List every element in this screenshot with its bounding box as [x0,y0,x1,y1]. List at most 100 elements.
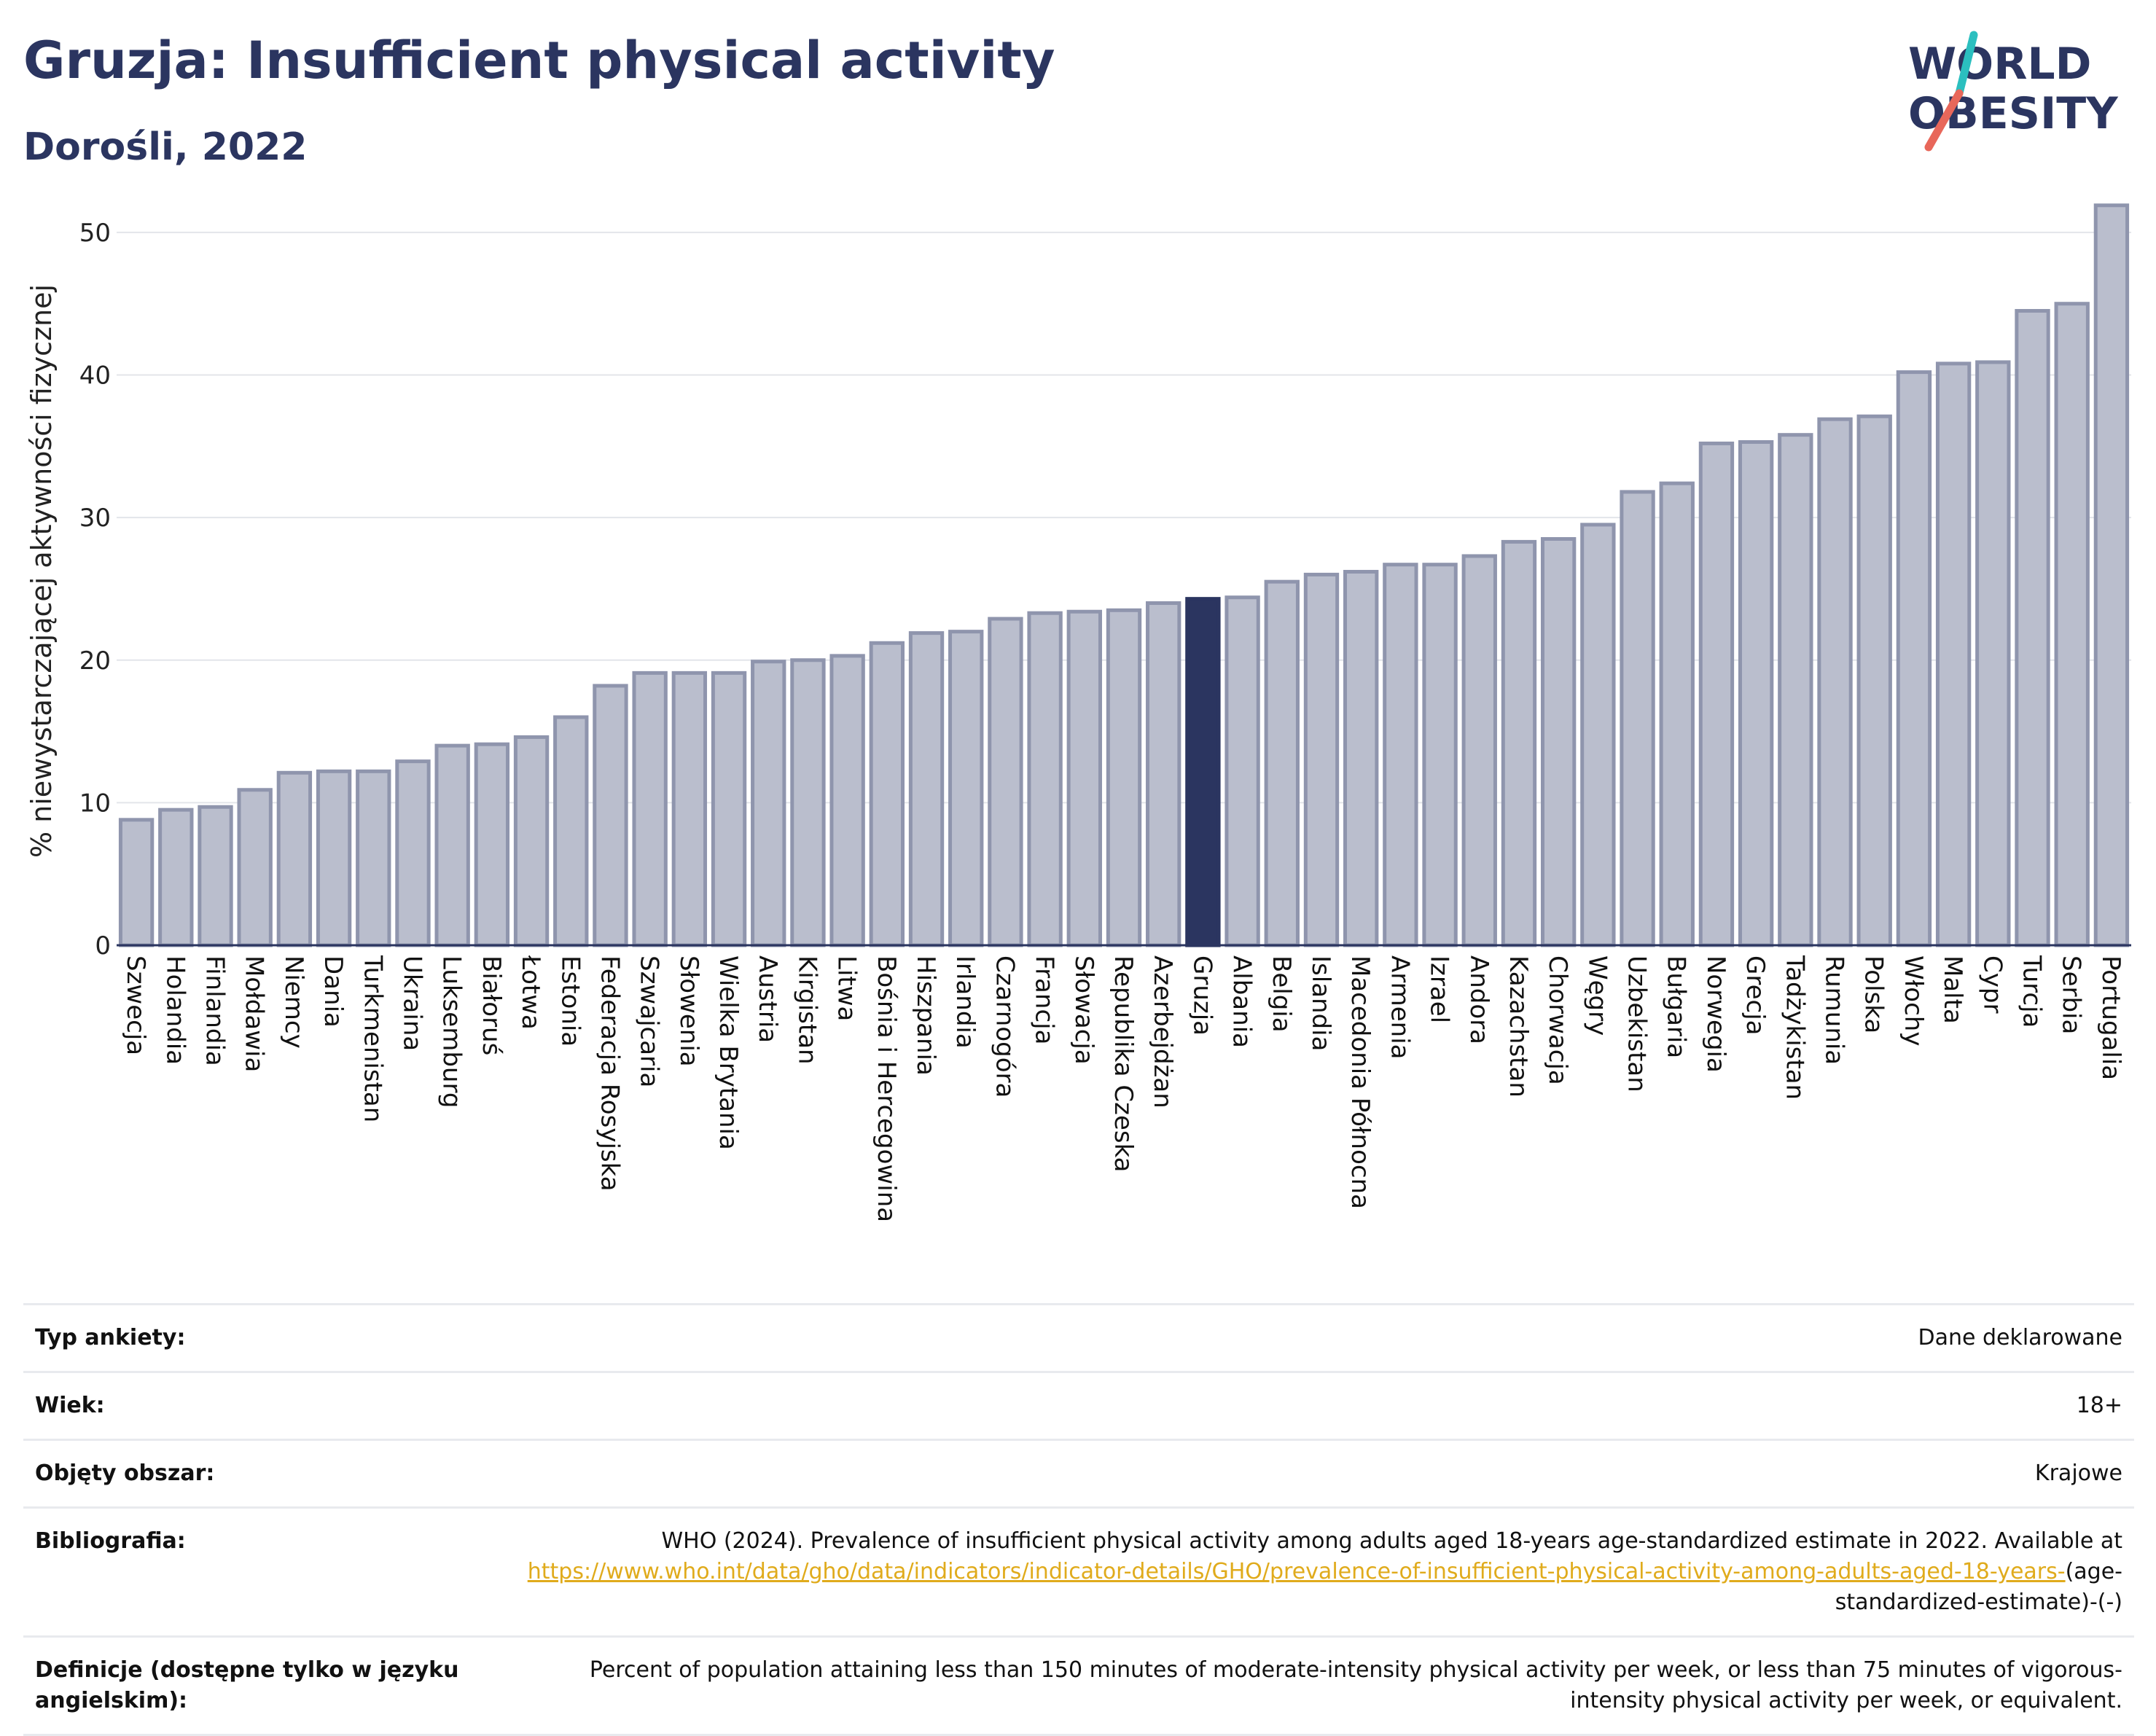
x-tick-label: Szwecja [121,955,150,1055]
bar [2015,308,2050,947]
bar [1303,572,1340,947]
bar [593,684,628,947]
x-tick-label: Niemcy [279,955,308,1049]
bar [1659,481,1695,947]
bar [198,805,233,947]
x-tick-label: Norwegia [1701,955,1730,1073]
bar [276,770,313,947]
y-tick-label: 50 [79,219,111,248]
x-tick-label: Szwajcaria [635,955,664,1087]
bar [395,759,431,947]
x-tick-label: Cypr [1977,955,2007,1013]
bar [948,630,984,947]
x-tick-label: Holandia [160,955,190,1065]
bibliography-link[interactable]: https://www.who.int/data/gho/data/indica… [527,1559,2066,1584]
x-tick-label: Uzbekistan [1622,955,1652,1092]
x-tick-label: Słowenia [674,955,703,1067]
logo-line1: WORLD [1908,39,2091,90]
y-tick-label: 40 [79,361,111,391]
x-tick-label: Gruzja [1187,955,1216,1036]
bar [316,769,352,947]
meta-value: 18+ [2076,1393,2122,1418]
bar [829,654,865,947]
x-tick-label: Węgry [1582,955,1612,1036]
bar [2054,302,2090,947]
x-tick-label: Litwa [832,955,862,1021]
x-tick-label: Malta [1938,955,1967,1024]
bar [1896,370,1932,947]
x-tick-label: Kirgistan [792,955,821,1065]
bar [790,658,826,947]
x-tick-label: Wielka Brytania [714,955,743,1150]
x-tick-label: Bułgaria [1662,955,1691,1058]
bibliography-suffix: (age-standardized-estimate)-(-) [1835,1559,2122,1615]
bar [1935,361,1972,947]
bar [1580,523,1616,947]
x-tick-label: Irlandia [950,955,980,1049]
x-tick-label: Włochy [1899,955,1928,1046]
x-tick-label: Turkmenistan [358,955,387,1122]
x-tick-label: Hiszpania [911,955,940,1076]
x-tick-label: Austria [753,955,782,1043]
x-tick-label: Azerbejdżan [1148,955,1177,1109]
logo-slash-teal [1955,31,1978,98]
x-tick-label: Kazachstan [1504,955,1533,1098]
bar [988,617,1023,947]
x-tick-label: Andora [1464,955,1493,1044]
metadata-table: Typ ankiety: Dane deklarowane Wiek: 18+ … [23,1303,2134,1736]
bar [1778,433,1813,947]
meta-label: Bibliografia: [35,1528,186,1554]
x-tick-label: Izrael [1425,955,1454,1023]
bar [158,808,194,947]
bar [356,769,391,947]
x-tick-label: Armenia [1385,955,1414,1060]
logo-slash-red [1924,89,1964,152]
meta-row-bibliography: Bibliografia: WHO (2024). Prevalence of … [23,1506,2134,1635]
bar [513,735,550,947]
meta-label: Definicje (dostępne tylko w języku angie… [35,1657,459,1713]
y-tick-label: 30 [79,504,111,533]
bar [1817,417,1853,947]
world-obesity-logo: WORLD OBESITY [1908,31,2119,152]
x-tick-label: Polska [1859,955,1889,1033]
x-tick-label: Grecja [1741,955,1770,1035]
bar [1146,601,1181,947]
x-tick-label: Dania [319,955,348,1028]
bar-chart: 0 10 20 30 40 50 % niewystarczającej aktywnośc… [26,203,2131,1222]
x-tick-label: Słowacja [1069,955,1098,1065]
x-tick-label: Łotwa [516,955,545,1030]
bar [2093,203,2130,947]
bar [1027,611,1063,947]
bar [1461,554,1497,947]
y-axis-label: % niewystarczającej aktywności fizycznej [26,284,58,858]
bar [1264,579,1300,947]
x-tick-label: Portugalia [2096,955,2125,1080]
x-tick-label: Ukraina [397,955,426,1051]
y-tick-label: 20 [79,646,111,676]
page-subtitle: Dorośli, 2022 [23,125,308,169]
bar [1856,414,1892,947]
bar [711,670,747,947]
y-tick-label: 10 [79,789,111,818]
meta-row-age: Wiek: 18+ [23,1371,2134,1439]
y-tick-label: 0 [95,931,111,961]
bar [1620,490,1655,947]
x-tick-label: Luksemburg [437,955,466,1108]
bar [1698,441,1735,947]
bar [1343,569,1379,947]
x-tick-label: Macedonia Północna [1345,955,1375,1209]
meta-row-survey-type: Typ ankiety: Dane deklarowane [23,1303,2134,1371]
bar [751,660,786,947]
x-tick-label: Białoruś [477,955,506,1055]
meta-label: Typ ankiety: [35,1325,186,1350]
bar [474,742,510,947]
meta-row-definitions: Definicje (dostępne tylko w języku angie… [23,1635,2134,1736]
x-tick-label: Czarnogóra [990,955,1019,1098]
meta-value: Percent of population attaining less tha… [589,1657,2122,1713]
bar [1383,563,1418,947]
bar [1501,539,1537,947]
meta-value: Dane deklarowane [1918,1325,2122,1350]
page-title: Gruzja: Insufficient physical activity [23,31,1055,90]
bar [1185,597,1221,947]
bibliography-text: WHO (2024). Prevalence of insufficient p… [661,1528,2122,1554]
